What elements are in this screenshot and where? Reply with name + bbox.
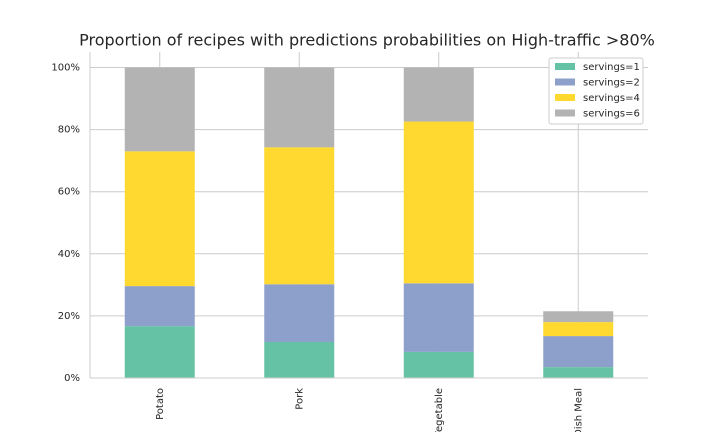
x-tick-label: Pork <box>294 388 305 410</box>
y-tick-label: 40% <box>58 249 80 260</box>
bar-segment <box>543 311 614 323</box>
y-tick-label: 80% <box>58 125 80 136</box>
bar-segment <box>264 67 335 148</box>
bar-segment <box>403 67 474 122</box>
legend-swatch <box>555 78 575 86</box>
chart-title: Proportion of recipes with predictions p… <box>79 31 655 50</box>
bar-segment <box>124 151 195 287</box>
bar-segment <box>264 341 335 378</box>
bar-segment <box>124 286 195 327</box>
bar-segment <box>403 283 474 352</box>
bar-segment <box>543 322 614 337</box>
y-tick-label: 60% <box>58 187 80 198</box>
legend-label: servings=1 <box>583 62 640 73</box>
y-tick-label: 100% <box>51 63 80 74</box>
y-tick-label: 20% <box>58 311 80 322</box>
x-tick-label: One Dish Meal <box>573 388 584 432</box>
x-tick-label: Potato <box>155 388 166 420</box>
bar-segment <box>543 367 614 378</box>
bar-segment <box>124 67 195 152</box>
legend-label: servings=4 <box>583 93 640 104</box>
x-tick-label: Vegetable <box>434 388 445 432</box>
bar-segment <box>403 351 474 378</box>
legend-box <box>548 57 644 125</box>
legend-swatch <box>555 63 575 70</box>
legend-swatch <box>555 109 575 117</box>
bar-segment <box>543 336 614 368</box>
legend-label: servings=2 <box>583 78 640 89</box>
bar-segment <box>403 121 474 284</box>
legend-label: servings=6 <box>583 109 640 120</box>
legend-swatch <box>555 94 575 101</box>
bar-segment <box>264 284 335 342</box>
bar-segment <box>124 326 195 378</box>
y-tick-label: 0% <box>64 373 80 384</box>
bar-segment <box>264 147 335 285</box>
